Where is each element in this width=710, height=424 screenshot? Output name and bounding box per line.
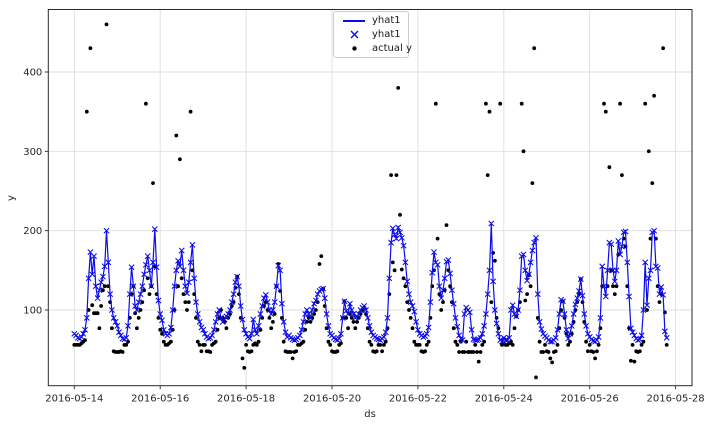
legend-label: yhat1: [372, 29, 401, 40]
legend-entry-yhat1-line: yhat1: [334, 14, 408, 28]
x-tick-label: 2016-05-16: [131, 394, 189, 405]
legend-dot-sample: [341, 44, 367, 53]
legend-label: actual y: [372, 42, 412, 54]
x-tick-label: 2016-05-24: [475, 394, 533, 405]
x-marker-icon: [350, 30, 358, 39]
y-axis-label: y: [6, 195, 17, 201]
y-tick-label: 100: [23, 306, 42, 317]
legend-line-sample: [341, 19, 367, 22]
x-tick-label: 2016-05-28: [647, 394, 705, 405]
x-axis-label: ds: [364, 409, 376, 420]
actual-y-dots: [72, 22, 669, 380]
legend-entry-actual-y: actual y: [334, 41, 412, 55]
x-tick-label: 2016-05-14: [45, 394, 103, 405]
legend: yhat1 yhat1 actual y: [333, 11, 412, 58]
y-tick-label: 200: [23, 226, 42, 237]
x-tick-label: 2016-05-18: [217, 394, 275, 405]
y-tick-label: 300: [23, 147, 42, 158]
plot-border: [47, 9, 693, 387]
yhat1-x-markers: [71, 220, 670, 345]
dot-marker-icon: [351, 45, 357, 51]
legend-x-marker-sample: [341, 30, 367, 39]
x-tick-label: 2016-05-26: [561, 394, 619, 405]
y-tick-label: 400: [23, 68, 42, 79]
x-tick-label: 2016-05-22: [389, 394, 447, 405]
legend-entry-yhat1-marker: yhat1: [334, 28, 408, 42]
x-tick-label: 2016-05-20: [303, 394, 361, 405]
legend-label: yhat1: [372, 15, 401, 27]
yhat1-line: [73, 223, 668, 343]
